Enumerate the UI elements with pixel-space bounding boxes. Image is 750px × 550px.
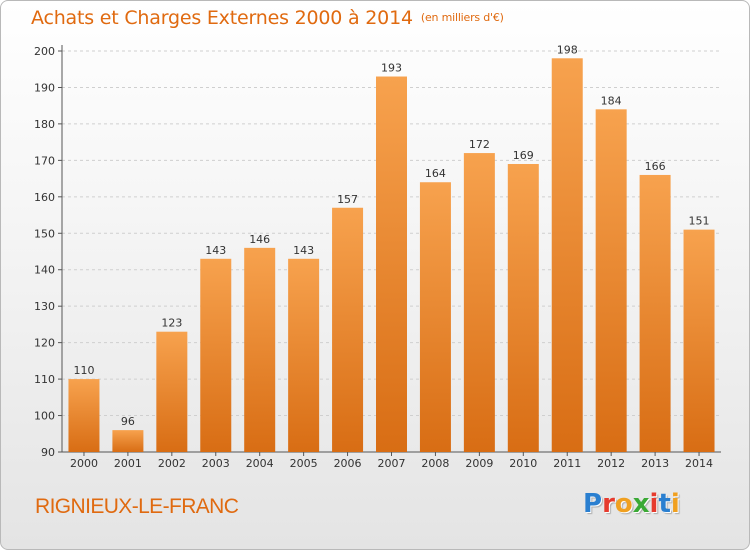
x-tick-label: 2013 [641,457,669,470]
y-tick-label: 120 [34,337,55,350]
bar-2007 [376,76,407,452]
x-tick-label: 2014 [685,457,713,470]
data-label-2005: 143 [293,244,314,257]
data-label-2001: 96 [121,415,135,428]
y-tick-label: 200 [34,45,55,58]
x-tick-label: 2011 [553,457,581,470]
x-tick-label: 2000 [70,457,98,470]
bar-2009 [463,153,495,452]
data-label-2008: 164 [425,167,446,180]
y-tick-label: 160 [34,191,55,204]
data-label-2014: 151 [689,215,710,228]
x-tick-label: 2003 [202,457,230,470]
bar-2003 [200,258,232,452]
bar-2010 [507,164,539,452]
bar-2006 [332,207,364,452]
bar-2004 [244,247,276,452]
bars [68,58,715,453]
x-tick-label: 2012 [597,457,625,470]
chart-title: Achats et Charges Externes 2000 à 2014 (e… [31,7,504,29]
bar-2002 [156,331,188,452]
data-label-2006: 157 [337,193,358,206]
logo-letter: x [632,489,650,519]
data-label-2000: 110 [73,364,94,377]
bar-2011 [551,58,583,453]
logo-letter: t [658,489,671,519]
bar-2008 [419,182,451,452]
chart-subtitle: (en milliers d'€) [420,11,504,24]
data-label-2011: 198 [557,43,578,56]
proxiti-logo[interactable]: Proxiti [583,489,680,519]
logo-letter: P [583,489,603,519]
bar-2014 [683,229,715,452]
y-tick-label: 110 [34,373,55,386]
x-tick-label: 2009 [465,457,493,470]
y-tick-label: 130 [34,300,55,313]
data-label-2010: 169 [513,149,534,162]
y-tick-label: 180 [34,118,55,131]
x-tick-label: 2006 [334,457,362,470]
x-tick-label: 2002 [158,457,186,470]
data-label-2012: 184 [601,94,622,107]
x-tick-label: 2010 [509,457,537,470]
logo-letter: r [602,489,615,519]
y-tick-label: 90 [41,446,55,459]
x-tick-label: 2008 [421,457,449,470]
logo-letter: i [649,489,659,519]
data-label-2013: 166 [645,160,666,173]
bar-2001 [112,430,144,452]
commune-name: RIGNIEUX-LE-FRANC [35,495,239,518]
data-label-2009: 172 [469,138,490,151]
x-tick-label: 2005 [290,457,318,470]
data-label-2002: 123 [161,317,182,330]
x-tick-label: 2004 [246,457,274,470]
data-labels: 110 96 123 143 146 143 157 193 164 172 169 198 184 16… [73,43,709,428]
y-tick-label: 140 [34,264,55,277]
data-label-2004: 146 [249,233,270,246]
chart-title-text: Achats et Charges Externes 2000 à 2014 [31,7,413,29]
data-label-2003: 143 [205,244,226,257]
x-tick-label: 2001 [114,457,142,470]
y-tick-label: 100 [34,410,55,423]
logo-letter: i [670,489,680,519]
bar-2012 [595,109,627,452]
x-tick-label: 2007 [378,457,406,470]
bar-2000 [68,379,100,452]
y-tick-label: 190 [34,81,55,94]
y-tick-label: 150 [34,227,55,240]
data-label-2007: 193 [381,62,402,75]
y-tick-label: 170 [34,154,55,167]
bar-2013 [639,174,671,453]
logo-letter: o [614,489,633,519]
bar-2005 [288,258,320,452]
